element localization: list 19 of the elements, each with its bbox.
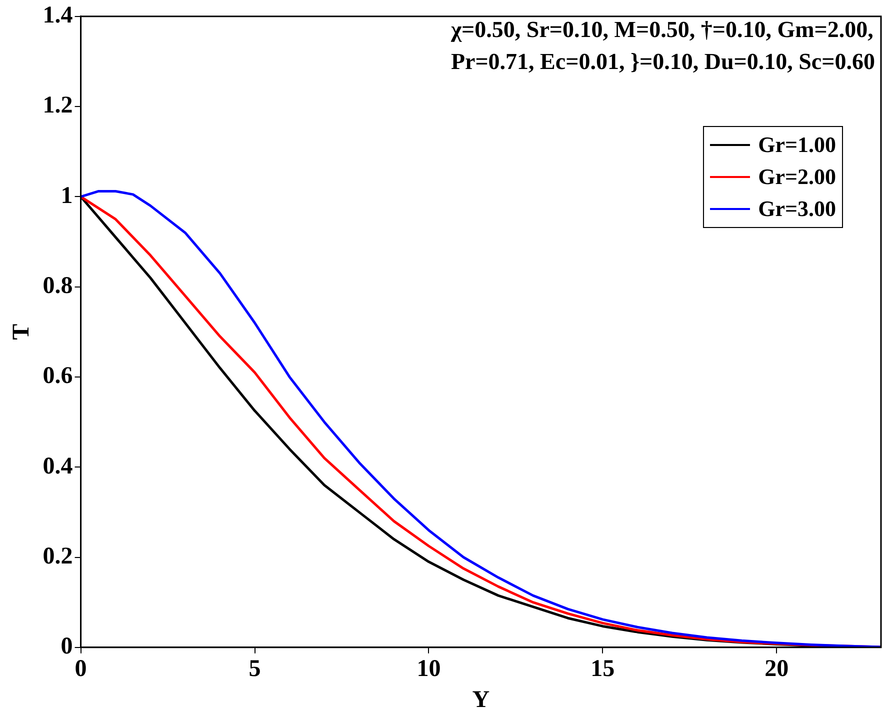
x-tick-label: 20 bbox=[764, 656, 789, 682]
y-tick-label: 1.2 bbox=[42, 92, 73, 119]
x-axis-title: Y bbox=[472, 686, 490, 713]
y-tick-label: 0.6 bbox=[42, 363, 73, 390]
legend-label: Gr=1.00 bbox=[758, 132, 836, 158]
x-tick-label: 15 bbox=[590, 656, 615, 682]
y-tick-label: 0.8 bbox=[42, 273, 73, 300]
y-tick-label: 1 bbox=[60, 182, 73, 209]
y-tick-label: 0 bbox=[60, 634, 73, 660]
annotation: Pr=0.71, Ec=0.01, }=0.10, Du=0.10, Sc=0.60 bbox=[450, 48, 875, 76]
y-axis-title: T bbox=[8, 324, 35, 340]
y-tick-label: 0.2 bbox=[42, 543, 73, 570]
y-tick-label: 0.4 bbox=[42, 453, 73, 480]
legend-label: Gr=2.00 bbox=[758, 164, 836, 190]
x-tick-label: 10 bbox=[416, 656, 441, 682]
y-tick-label: 1.4 bbox=[42, 2, 73, 29]
annotation: χ=0.50, Sr=0.10, M=0.50, †=0.10, Gm=2.00, bbox=[450, 16, 874, 44]
legend-label: Gr=3.00 bbox=[758, 196, 836, 222]
x-tick-label: 5 bbox=[248, 656, 261, 682]
